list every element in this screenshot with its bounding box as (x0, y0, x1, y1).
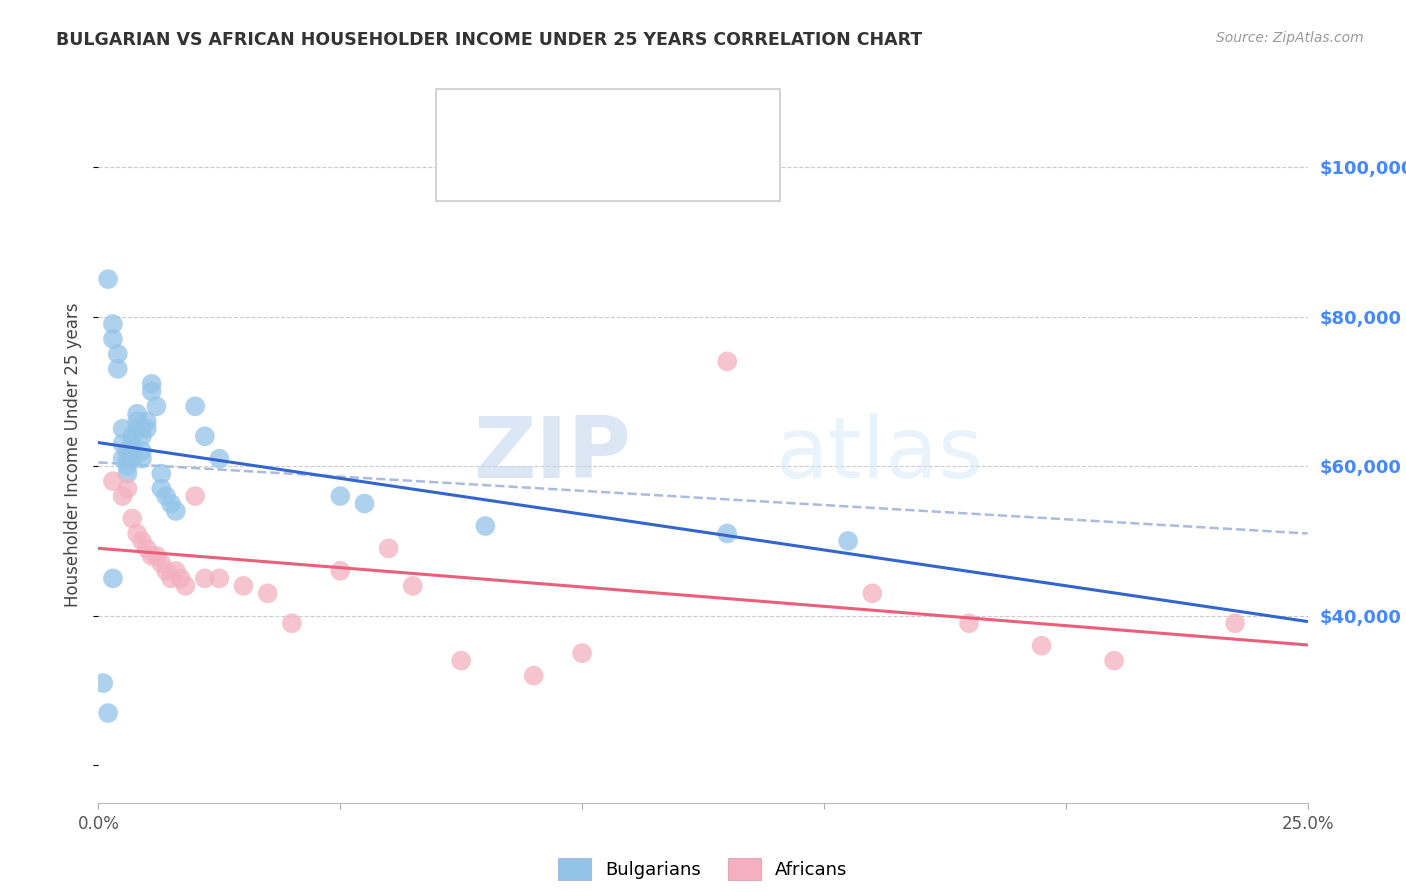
Point (135, 541, 157, 556)
Point (145, 549, 167, 563)
Point (402, 579, 425, 593)
Point (155, 564, 177, 578)
Point (155, 489, 177, 503)
Point (716, 354, 738, 368)
Point (174, 579, 197, 593)
Point (101, 571, 124, 585)
Point (160, 497, 183, 511)
Point (121, 429, 143, 443)
Point (474, 519, 496, 533)
Point (111, 436, 134, 450)
Point (141, 384, 163, 399)
Point (1223, 616, 1246, 631)
Point (121, 511, 143, 525)
Point (281, 616, 304, 631)
Point (150, 467, 173, 481)
Point (184, 489, 207, 503)
Point (107, 362, 129, 376)
Point (131, 451, 153, 466)
Point (91, 676, 114, 690)
Point (121, 444, 143, 458)
Text: N = 33: N = 33 (633, 153, 700, 170)
Point (716, 526, 738, 541)
Point (194, 429, 217, 443)
Point (97, 706, 120, 720)
Point (141, 549, 163, 563)
Point (117, 444, 139, 458)
Point (194, 571, 217, 585)
Point (169, 571, 191, 585)
Point (117, 482, 139, 496)
Text: atlas: atlas (776, 413, 984, 497)
Text: BULGARIAN VS AFRICAN HOUSEHOLDER INCOME UNDER 25 YEARS CORRELATION CHART: BULGARIAN VS AFRICAN HOUSEHOLDER INCOME … (56, 31, 922, 49)
Point (329, 564, 352, 578)
Point (107, 347, 129, 361)
Point (377, 541, 399, 556)
Point (957, 616, 980, 631)
Point (131, 429, 153, 443)
Point (127, 422, 149, 436)
Point (145, 399, 167, 413)
Y-axis label: Householder Income Under 25 years: Householder Income Under 25 years (65, 302, 83, 607)
Point (208, 451, 231, 466)
Point (329, 489, 352, 503)
Point (117, 467, 139, 481)
Point (860, 586, 883, 600)
Point (121, 451, 143, 466)
Point (450, 654, 472, 668)
Point (127, 414, 149, 428)
Point (184, 399, 207, 413)
Point (165, 504, 187, 518)
Point (165, 564, 187, 578)
Point (117, 451, 139, 466)
Point (121, 436, 143, 450)
Point (523, 668, 546, 682)
Point (131, 422, 153, 436)
Text: ZIP: ZIP (472, 413, 630, 497)
Point (131, 444, 153, 458)
Point (111, 422, 134, 436)
Point (232, 579, 254, 593)
Legend: Bulgarians, Africans: Bulgarians, Africans (551, 851, 855, 888)
Point (1031, 639, 1053, 653)
Text: R = -0.372: R = -0.372 (491, 153, 596, 170)
Point (1102, 654, 1125, 668)
Point (117, 459, 139, 474)
Point (256, 586, 278, 600)
Point (208, 571, 231, 585)
Point (135, 422, 157, 436)
Point (111, 451, 134, 466)
Point (101, 317, 124, 331)
Point (160, 571, 183, 585)
Point (837, 533, 859, 548)
Text: N = 44: N = 44 (633, 110, 700, 128)
Point (141, 376, 163, 391)
Point (353, 497, 375, 511)
Point (101, 332, 124, 346)
Point (101, 474, 124, 488)
Point (150, 557, 173, 571)
Text: R = -0.036: R = -0.036 (491, 110, 596, 128)
Point (97, 272, 120, 286)
Point (111, 489, 134, 503)
Text: Source: ZipAtlas.com: Source: ZipAtlas.com (1216, 31, 1364, 45)
Point (571, 646, 593, 660)
Point (150, 482, 173, 496)
Point (127, 526, 149, 541)
Point (127, 407, 149, 421)
Point (135, 414, 157, 428)
Point (131, 533, 153, 548)
